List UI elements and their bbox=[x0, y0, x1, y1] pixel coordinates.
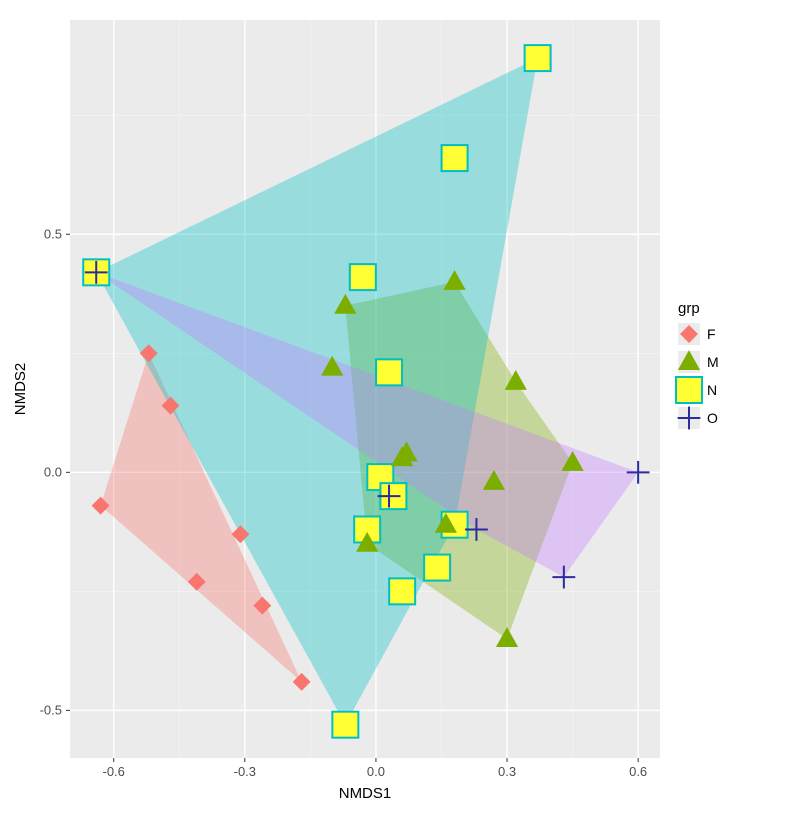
legend-key-n bbox=[676, 377, 702, 403]
chart-svg: -0.6 -0.3 0.0 0.3 0.6 -0.5 0.0 0.5 NMDS1 NMDS2 grp… bbox=[0, 0, 800, 813]
y-tick-label: 0.5 bbox=[44, 226, 62, 241]
y-axis-title: NMDS2 bbox=[12, 363, 29, 416]
legend-label: N bbox=[707, 382, 717, 398]
legend: grp FMNO bbox=[676, 300, 719, 429]
x-tick-label: 0.3 bbox=[498, 764, 516, 779]
x-tick-label: 0.0 bbox=[367, 764, 385, 779]
point-n bbox=[442, 145, 468, 171]
legend-title: grp bbox=[678, 300, 700, 317]
point-n bbox=[332, 712, 358, 738]
x-tick-label: -0.3 bbox=[234, 764, 256, 779]
point-n bbox=[376, 359, 402, 385]
point-n bbox=[424, 555, 450, 581]
x-tick-label: 0.6 bbox=[629, 764, 647, 779]
x-tick-label: -0.6 bbox=[103, 764, 125, 779]
legend-label: O bbox=[707, 410, 718, 426]
legend-label: F bbox=[707, 326, 716, 342]
x-axis-title: NMDS1 bbox=[339, 785, 392, 802]
legend-label: M bbox=[707, 354, 719, 370]
nmds-scatter-chart: -0.6 -0.3 0.0 0.3 0.6 -0.5 0.0 0.5 NMDS1 NMDS2 grp… bbox=[0, 0, 800, 813]
y-tick-label: -0.5 bbox=[40, 702, 62, 717]
y-tick-label: 0.0 bbox=[44, 464, 62, 479]
point-n bbox=[525, 45, 551, 71]
point-n bbox=[350, 264, 376, 290]
point-n bbox=[389, 578, 415, 604]
